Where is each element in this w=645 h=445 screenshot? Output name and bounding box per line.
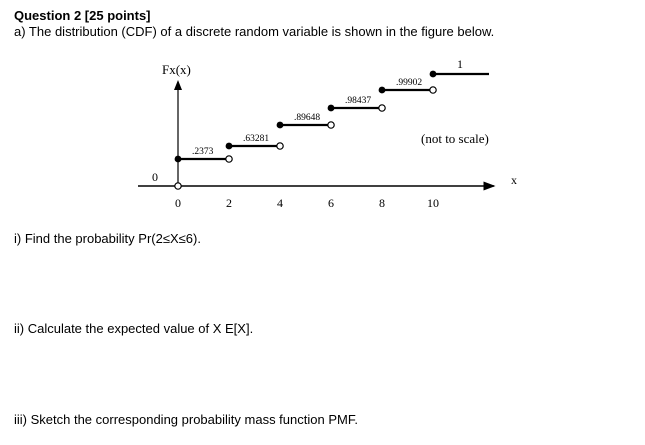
step-value-label: .99902 xyxy=(396,78,422,88)
step-value-label: .2373 xyxy=(192,147,214,157)
closed-endpoint xyxy=(174,155,182,163)
closed-endpoint xyxy=(225,142,233,150)
y-axis-arrow-icon xyxy=(174,80,182,90)
open-endpoint xyxy=(429,86,437,94)
step-value-label: 1 xyxy=(457,57,463,71)
question-ii: ii) Calculate the expected value of X E[… xyxy=(14,321,254,336)
closed-endpoint xyxy=(276,121,284,129)
y-zero-label: 0 xyxy=(152,170,158,184)
open-endpoint xyxy=(225,155,233,163)
closed-endpoint xyxy=(378,86,386,94)
question-title: Question 2 [25 points] xyxy=(14,8,151,23)
x-tick-label: 0 xyxy=(175,196,181,210)
x-tick-label: 10 xyxy=(427,196,439,210)
part-a-text: a) The distribution (CDF) of a discrete … xyxy=(14,24,495,39)
closed-endpoint xyxy=(327,104,335,112)
closed-endpoint xyxy=(429,70,437,78)
step-value-label: .89648 xyxy=(294,113,320,123)
open-endpoint xyxy=(378,104,386,112)
open-endpoint xyxy=(327,121,335,129)
x-tick-label: 4 xyxy=(277,196,283,210)
y-axis-label: Fx(x) xyxy=(162,62,191,77)
step-value-label: .63281 xyxy=(243,134,269,144)
not-to-scale-note: (not to scale) xyxy=(421,131,489,146)
question-i: i) Find the probability Pr(2≤X≤6). xyxy=(14,231,201,246)
x-tick-label: 8 xyxy=(379,196,385,210)
x-axis-label: x xyxy=(511,173,517,187)
question-iii: iii) Sketch the corresponding probabilit… xyxy=(14,412,358,427)
x-tick-label: 6 xyxy=(328,196,334,210)
open-endpoint xyxy=(276,142,284,150)
open-endpoint xyxy=(174,182,182,190)
x-tick-label: 2 xyxy=(226,196,232,210)
step-value-label: .98437 xyxy=(345,96,371,106)
